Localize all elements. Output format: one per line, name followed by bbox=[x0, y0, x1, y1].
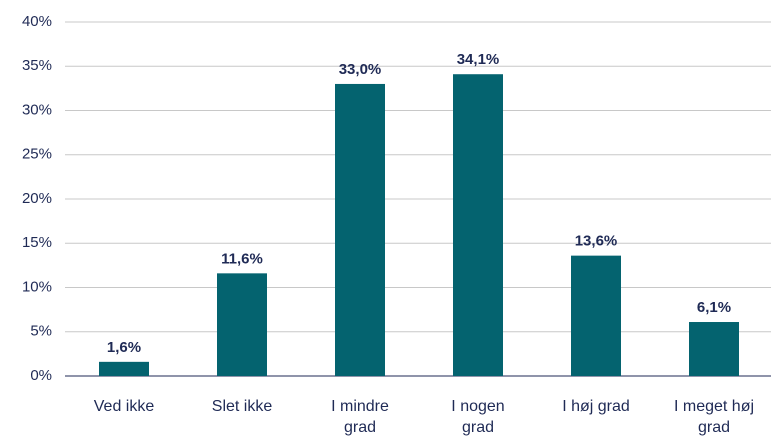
value-label: 6,1% bbox=[697, 299, 731, 316]
y-tick-label: 25% bbox=[22, 146, 52, 163]
y-tick-label: 10% bbox=[22, 278, 52, 295]
x-tick-label: I meget høj grad bbox=[673, 398, 755, 436]
value-label: 1,6% bbox=[107, 339, 141, 356]
y-tick-label: 30% bbox=[22, 101, 52, 118]
bar bbox=[689, 322, 739, 376]
y-tick-label: 20% bbox=[22, 190, 52, 207]
x-tick-label: I nogen grad bbox=[451, 398, 505, 436]
y-tick-label: 5% bbox=[30, 323, 52, 340]
bar bbox=[99, 361, 149, 376]
value-label: 13,6% bbox=[575, 233, 618, 250]
bar bbox=[453, 74, 503, 376]
value-label: 33,0% bbox=[339, 61, 382, 78]
y-tick-label: 35% bbox=[22, 57, 52, 74]
value-label: 34,1% bbox=[457, 51, 500, 68]
y-tick-label: 40% bbox=[22, 13, 52, 30]
y-tick-label: 15% bbox=[22, 234, 52, 251]
value-label: 11,6% bbox=[221, 250, 263, 267]
bar bbox=[217, 273, 267, 376]
x-tick-label: Ved ikke bbox=[93, 398, 155, 415]
x-tick-label: I mindre grad bbox=[331, 398, 389, 436]
y-tick-label: 0% bbox=[30, 367, 52, 384]
bar bbox=[335, 83, 385, 376]
x-tick-label: I høj grad bbox=[562, 398, 630, 415]
x-tick-label: Slet ikke bbox=[211, 398, 273, 415]
bar bbox=[571, 255, 621, 376]
